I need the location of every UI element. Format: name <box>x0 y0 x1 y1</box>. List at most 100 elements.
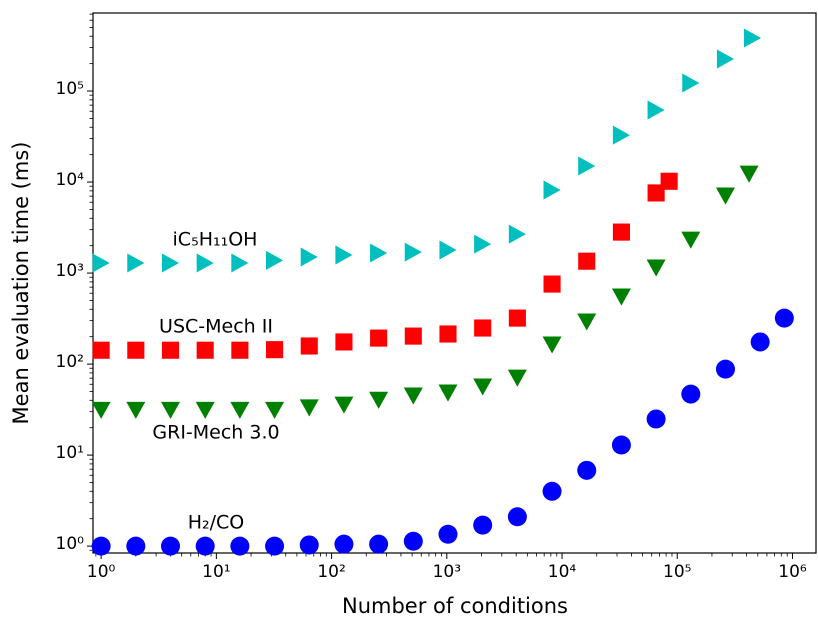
point <box>715 359 735 379</box>
point <box>195 536 215 556</box>
point <box>127 253 145 273</box>
point <box>403 531 423 551</box>
point <box>231 253 249 273</box>
series-label: H₂/CO <box>188 512 245 534</box>
point <box>230 401 250 419</box>
point <box>300 247 318 267</box>
series-label: iC₅H₁₁OH <box>173 229 258 251</box>
point <box>542 481 562 501</box>
point <box>195 401 215 419</box>
point <box>91 536 111 556</box>
point <box>474 234 492 254</box>
point <box>508 224 526 244</box>
point <box>265 401 285 419</box>
point <box>646 409 666 429</box>
point <box>404 242 422 262</box>
point <box>439 240 457 260</box>
y-tick-label: 10⁵ <box>56 79 84 99</box>
point <box>439 325 457 343</box>
x-tick-label: 10¹ <box>202 562 230 582</box>
y-tick-label: 10⁴ <box>56 170 85 190</box>
x-axis-label: Number of conditions <box>342 594 568 618</box>
point <box>161 401 181 419</box>
point <box>265 536 285 556</box>
point <box>611 435 631 455</box>
x-tick-label: 10² <box>317 562 345 582</box>
point <box>334 534 354 554</box>
point <box>299 399 319 417</box>
point <box>507 369 527 387</box>
point <box>196 341 214 359</box>
point <box>750 332 770 352</box>
point <box>612 223 630 241</box>
point <box>715 187 735 205</box>
x-tick-label: 10⁵ <box>663 562 691 582</box>
point <box>161 341 180 359</box>
point <box>473 515 493 535</box>
y-tick-label: 10¹ <box>56 443 84 463</box>
x-tick-label: 10⁴ <box>548 562 577 582</box>
point <box>647 184 665 202</box>
point <box>335 245 353 265</box>
y-tick-label: 10⁰ <box>56 534 85 554</box>
point <box>126 401 146 419</box>
point <box>266 341 284 359</box>
point <box>774 308 794 328</box>
point <box>369 391 389 409</box>
point <box>577 460 597 480</box>
point <box>647 100 665 120</box>
point <box>92 341 110 359</box>
point <box>543 180 561 200</box>
point <box>438 384 458 402</box>
point <box>646 259 666 277</box>
point <box>716 49 735 69</box>
point <box>370 243 388 263</box>
point <box>231 341 249 359</box>
point <box>126 536 146 556</box>
point <box>127 341 145 359</box>
point <box>681 384 701 404</box>
point <box>612 125 630 145</box>
point <box>577 313 597 331</box>
point <box>611 288 631 306</box>
point <box>507 507 527 527</box>
point <box>266 250 284 270</box>
point <box>660 172 678 190</box>
point <box>543 275 561 293</box>
x-tick-label: 10⁶ <box>778 562 807 582</box>
point <box>404 327 422 345</box>
point <box>299 535 319 555</box>
point <box>438 524 458 544</box>
point <box>681 231 701 249</box>
series-label: GRI-Mech 3.0 <box>152 422 279 444</box>
point <box>739 165 759 183</box>
point <box>91 401 111 419</box>
y-tick-label: 10² <box>56 352 84 372</box>
point <box>196 253 214 273</box>
series-label: USC-Mech II <box>159 316 273 338</box>
point <box>230 536 250 556</box>
point <box>743 28 762 48</box>
point <box>334 396 354 414</box>
point <box>474 319 492 337</box>
x-tick-label: 10³ <box>433 562 461 582</box>
x-tick-label: 10⁰ <box>87 562 116 582</box>
y-axis-label: Mean evaluation time (ms) <box>9 142 33 425</box>
point <box>335 333 353 351</box>
point <box>300 337 318 355</box>
point <box>403 387 423 405</box>
plot-frame <box>92 12 817 554</box>
point <box>682 73 700 93</box>
y-tick-label: 10³ <box>56 261 84 281</box>
point <box>369 534 389 554</box>
point <box>92 253 110 273</box>
point <box>542 336 562 354</box>
point <box>578 252 596 270</box>
point <box>578 156 596 176</box>
point <box>161 536 181 556</box>
point <box>370 329 388 347</box>
point <box>473 378 493 396</box>
point <box>161 253 180 273</box>
point <box>508 309 526 327</box>
